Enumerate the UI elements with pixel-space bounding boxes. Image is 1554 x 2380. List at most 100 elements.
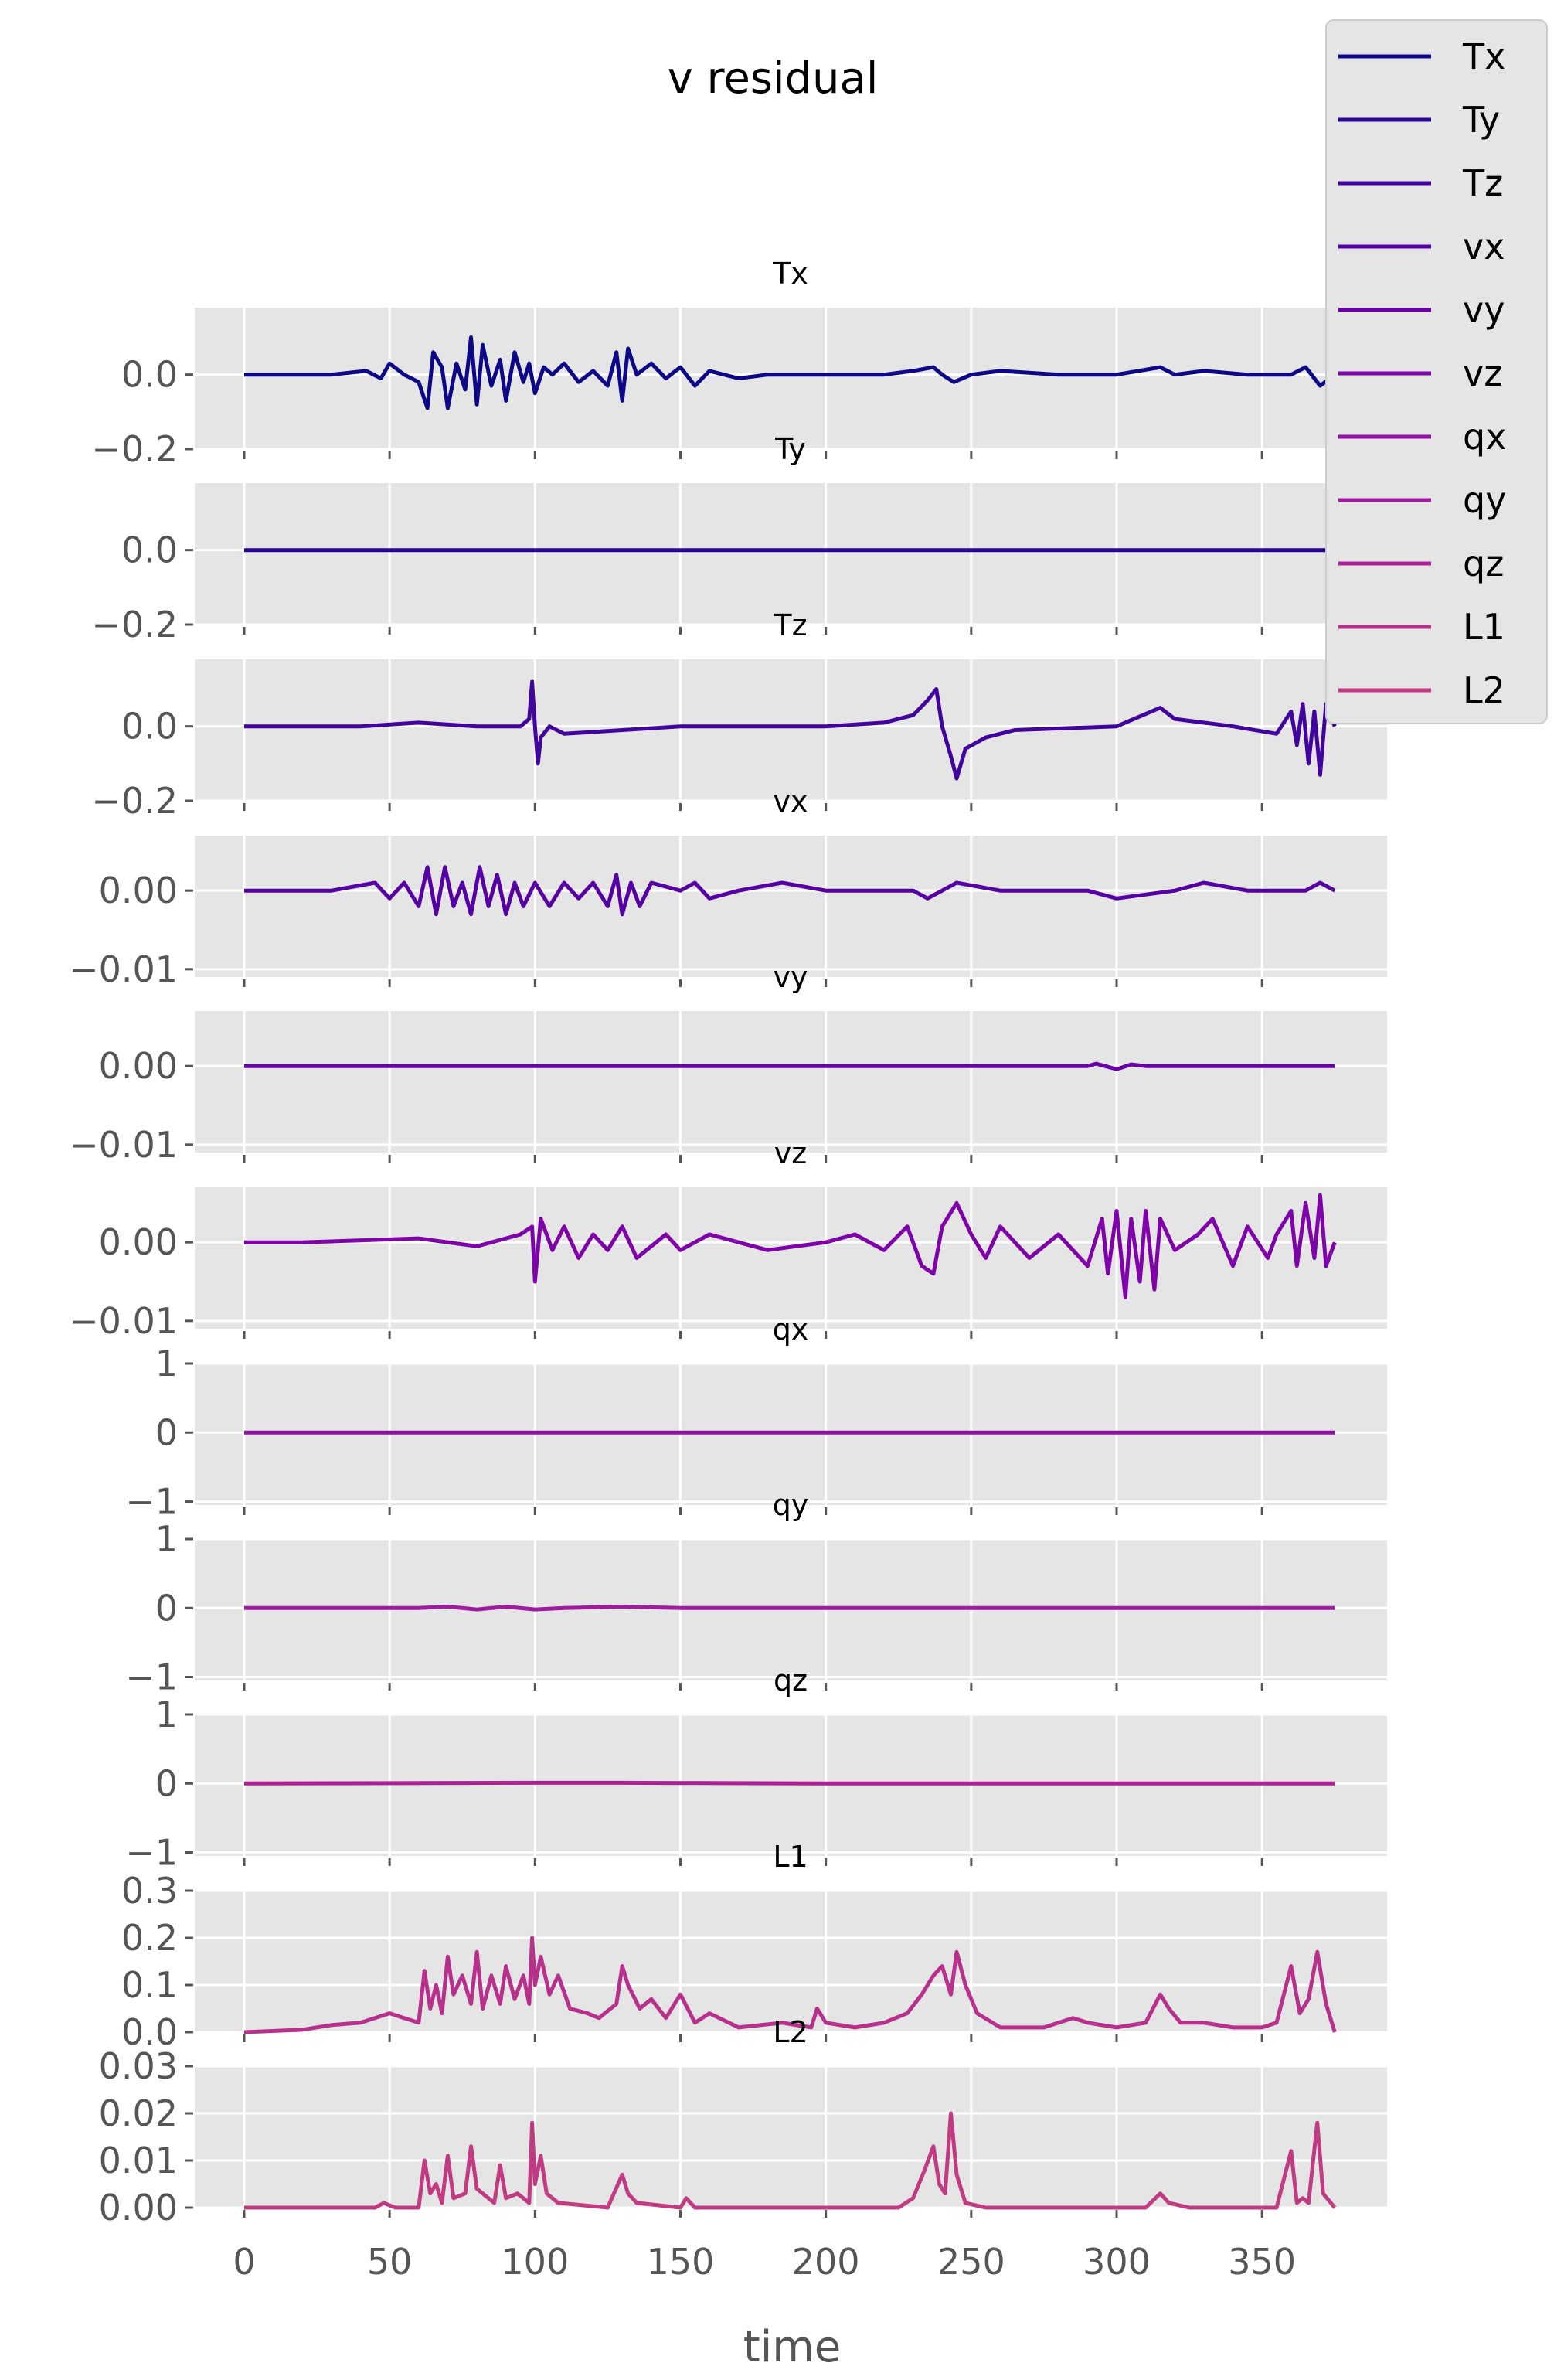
- y-tick-label: 0.3: [121, 1870, 178, 1912]
- y-tick-label: −0.2: [91, 604, 178, 645]
- legend-item-qx[interactable]: qx: [1338, 416, 1506, 458]
- y-tick-label: −1: [125, 1656, 178, 1698]
- subplot-title: qz: [774, 1663, 808, 1697]
- x-axis: 0 50 100 150 200 250 300 350: [233, 2241, 1296, 2283]
- subplot-title: qy: [773, 1488, 809, 1522]
- series-line-vz: [244, 1193, 1337, 1299]
- legend-box: [1325, 19, 1548, 724]
- legend-item-vx[interactable]: vx: [1338, 226, 1505, 267]
- subplot-title: Ty: [774, 432, 806, 466]
- plot-background: [195, 1011, 1387, 1153]
- subplot-ty: 0.0 −0.2 Ty: [91, 432, 1387, 645]
- y-tick-label: 0: [155, 1762, 178, 1804]
- y-tick-label: 1: [155, 1518, 178, 1560]
- x-axis-label: time: [743, 2322, 842, 2372]
- plot-background: [195, 308, 1387, 449]
- legend-item-l2[interactable]: L2: [1338, 669, 1505, 711]
- y-tick-label: −0.2: [91, 428, 178, 470]
- y-tick-label: −0.01: [69, 1124, 178, 1166]
- legend-item-tx[interactable]: Tx: [1338, 36, 1505, 77]
- plot-background: [195, 483, 1387, 625]
- legend-item-qy[interactable]: qy: [1338, 479, 1506, 521]
- y-tick-label: 0.00: [99, 2187, 178, 2228]
- x-tick-label: 100: [501, 2241, 569, 2283]
- x-tick-label: 300: [1083, 2241, 1151, 2283]
- subplot-title: Tz: [773, 608, 807, 642]
- y-tick-label: 1: [155, 1343, 178, 1384]
- subplot-qz: 1 0 −1 qz: [125, 1663, 1387, 1874]
- y-tick-label: 0.03: [99, 2045, 178, 2087]
- subplot-vz: 0.00 −0.01 vz: [69, 1136, 1387, 1342]
- y-tick-label: 0.0: [121, 706, 178, 747]
- y-tick-label: 0.2: [121, 1917, 178, 1959]
- subplot-title: Tx: [772, 257, 808, 291]
- subplot-l2: 0.03 0.02 0.01 0.00 L2: [99, 2015, 1387, 2228]
- legend-label: L2: [1463, 669, 1505, 711]
- legend-label: qx: [1463, 416, 1506, 458]
- subplot-tz: 0.0 −0.2 Tz: [91, 608, 1387, 822]
- plot-background: [195, 1187, 1387, 1329]
- subplot-qy: 1 0 −1 qy: [125, 1488, 1387, 1698]
- plot-background: [195, 836, 1387, 977]
- y-tick-label: 0.0: [121, 354, 178, 396]
- y-tick-label: 0.02: [99, 2092, 178, 2134]
- subplot-vy: 0.00 −0.01 vy: [69, 960, 1387, 1166]
- legend-label: Ty: [1462, 99, 1500, 141]
- subplot-tx: 0.0 −0.2 Tx: [91, 257, 1387, 470]
- legend-label: L1: [1463, 606, 1505, 648]
- legend-item-qz[interactable]: qz: [1338, 543, 1504, 584]
- series-line-l1: [243, 1936, 1337, 2034]
- subplot-title: vz: [774, 1136, 807, 1170]
- x-tick-label: 150: [647, 2241, 715, 2283]
- y-tick-label: 1: [155, 1694, 178, 1735]
- y-tick-label: 0.1: [121, 1964, 178, 2006]
- y-tick-label: −1: [125, 1832, 178, 1874]
- y-tick-label: 0: [155, 1587, 178, 1629]
- x-tick-label: 350: [1228, 2241, 1296, 2283]
- legend-label: Tz: [1462, 162, 1503, 204]
- plot-background: [195, 2066, 1387, 2208]
- series-line-qy: [244, 1605, 1335, 1612]
- subplot-title: L1: [773, 1840, 808, 1874]
- x-tick-label: 250: [937, 2241, 1005, 2283]
- y-tick-label: −0.2: [91, 780, 178, 822]
- legend[interactable]: Tx Ty Tz vx vy vz qx qy qz L1 L2: [1325, 19, 1548, 724]
- legend-label: vy: [1463, 289, 1505, 331]
- y-tick-label: −0.01: [69, 948, 178, 990]
- plot-background: [195, 1891, 1387, 2032]
- legend-label: vz: [1463, 352, 1502, 394]
- y-tick-label: 0.00: [99, 1045, 178, 1087]
- y-tick-label: 0.0: [121, 529, 178, 571]
- x-tick-label: 50: [367, 2241, 413, 2283]
- subplot-qx: 1 0 −1 qx: [125, 1313, 1387, 1523]
- subplot-title: L2: [773, 2015, 808, 2049]
- series-line-qz: [243, 1780, 1335, 1786]
- series-line-tz: [244, 679, 1337, 781]
- series-line-l2: [244, 2111, 1337, 2210]
- x-tick-label: 200: [792, 2241, 860, 2283]
- y-tick-label: 0.00: [99, 1221, 178, 1263]
- legend-item-vz[interactable]: vz: [1338, 352, 1502, 394]
- figure-title: v residual: [668, 53, 879, 104]
- legend-label: qy: [1463, 479, 1506, 521]
- series-line-vx: [244, 865, 1336, 917]
- subplot-title: vy: [774, 960, 808, 994]
- legend-label: qz: [1463, 543, 1504, 584]
- y-tick-label: 0.00: [99, 870, 178, 911]
- y-tick-label: 0: [155, 1411, 178, 1453]
- legend-item-ty[interactable]: Ty: [1338, 99, 1500, 141]
- legend-label: vx: [1463, 226, 1505, 267]
- plot-background: [195, 659, 1387, 801]
- legend-label: Tx: [1462, 36, 1505, 77]
- y-tick-label: 0.0: [121, 2011, 178, 2053]
- x-tick-label: 0: [233, 2241, 255, 2283]
- y-tick-label: −0.01: [69, 1300, 178, 1342]
- subplot-title: qx: [773, 1313, 809, 1347]
- legend-item-tz[interactable]: Tz: [1338, 162, 1503, 204]
- legend-item-l1[interactable]: L1: [1338, 606, 1505, 648]
- subplot-vx: 0.00 −0.01 vx: [69, 785, 1387, 990]
- series-line-tx: [244, 335, 1336, 410]
- legend-item-vy[interactable]: vy: [1338, 289, 1505, 331]
- subplot-title: vx: [774, 785, 808, 819]
